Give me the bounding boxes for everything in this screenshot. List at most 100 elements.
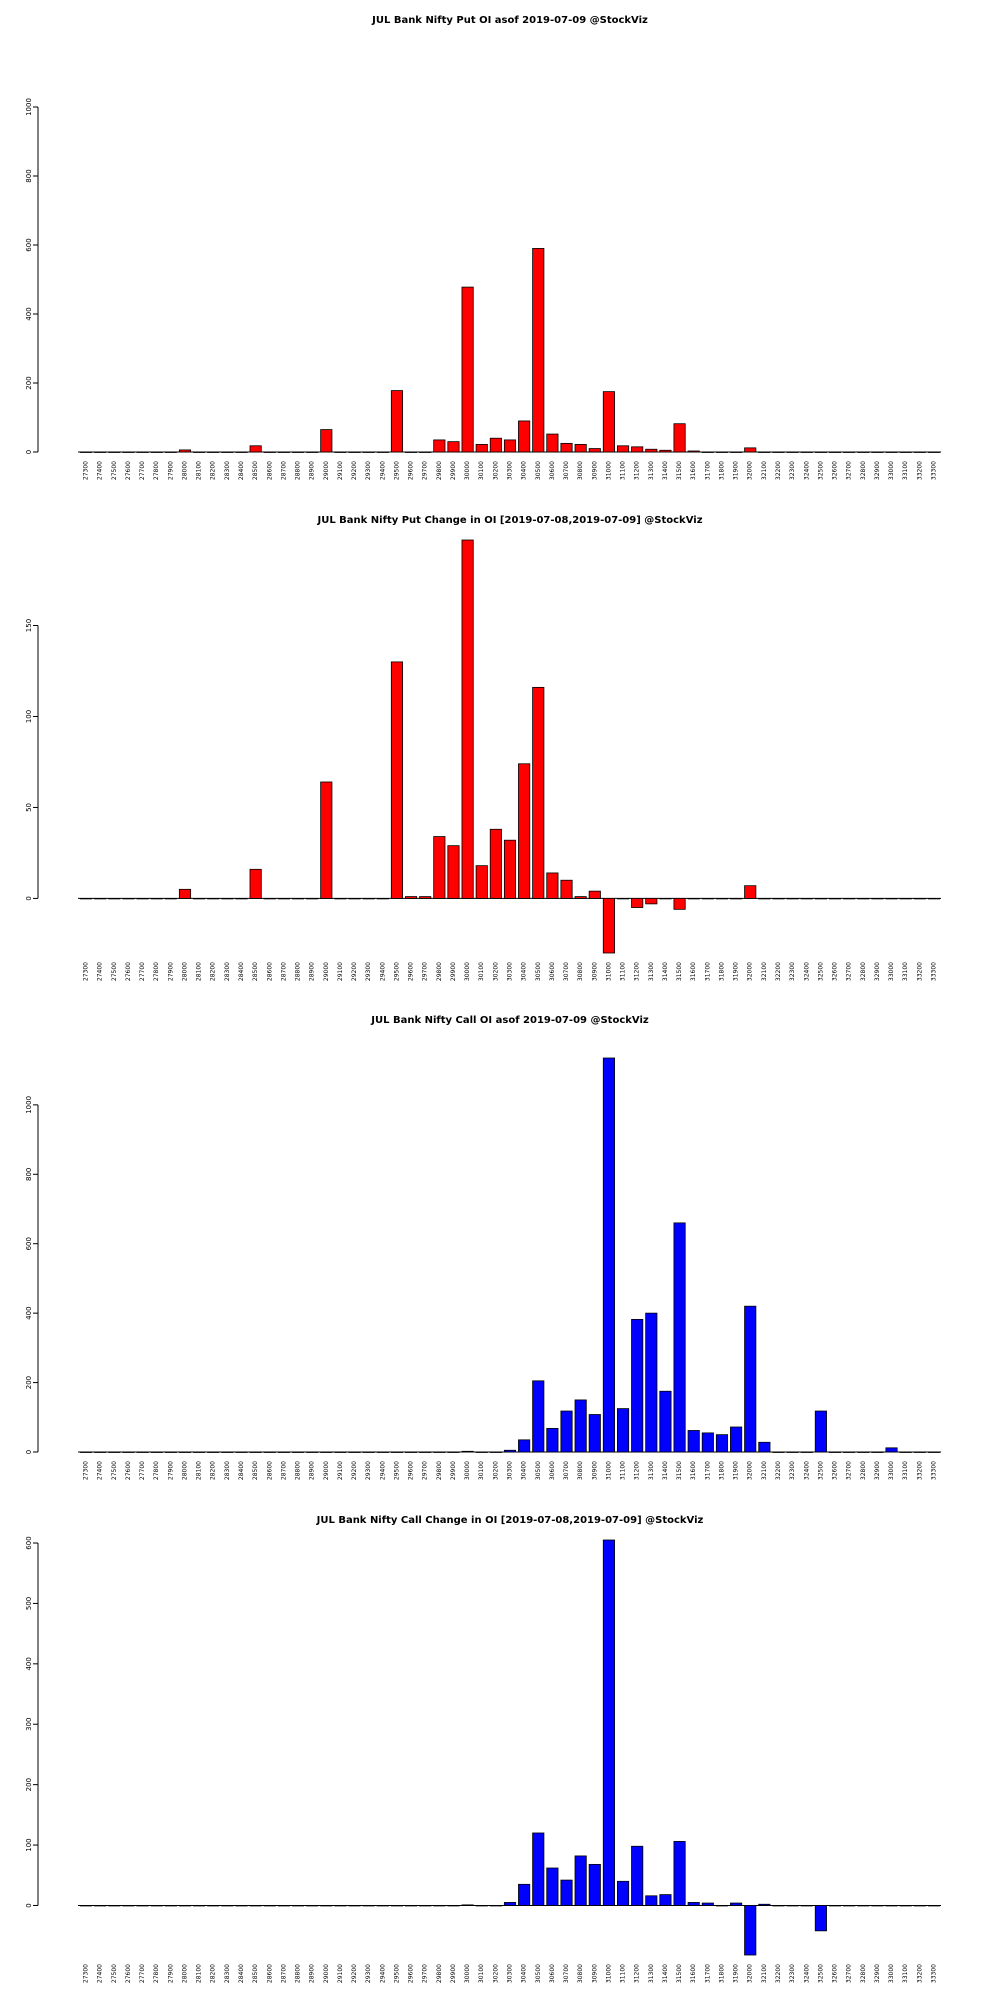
bar-33100	[899, 898, 912, 900]
bar-31700	[701, 1902, 714, 1906]
x-tick-label: 32400	[803, 962, 810, 981]
bar-30000	[461, 1904, 474, 1906]
x-tick-label: 28500	[252, 1964, 259, 1983]
x-tick-label: 30500	[535, 1461, 542, 1480]
x-tick-label: 31300	[648, 1461, 655, 1480]
x-tick-label: 27600	[125, 1461, 132, 1480]
x-tick-label: 28300	[224, 1964, 231, 1983]
x-tick-label: 27700	[139, 962, 146, 981]
bar-33200	[913, 451, 926, 453]
y-tick-label: 200	[25, 1778, 33, 1791]
x-tick-label: 32900	[874, 1964, 881, 1983]
bar-30900	[588, 1863, 601, 1906]
x-tick-label: 29500	[393, 461, 400, 480]
x-tick-label: 30900	[591, 1964, 598, 1983]
x-tick-label: 27900	[167, 962, 174, 981]
bar-29600	[405, 896, 418, 899]
bar-28200	[207, 451, 220, 453]
x-tick-label: 31600	[690, 962, 697, 981]
bar-32700	[843, 451, 856, 453]
x-tick-label: 33000	[888, 1964, 895, 1983]
x-tick-label: 28500	[252, 962, 259, 981]
bar-31000	[602, 1539, 615, 1906]
bar-28900	[306, 1451, 319, 1453]
x-tick-label: 32500	[817, 962, 824, 981]
x-tick-label: 29900	[450, 962, 457, 981]
y-tick-label: 400	[25, 1306, 33, 1319]
bar-28000	[178, 888, 192, 899]
bar-33200	[913, 1905, 926, 1907]
bar-30800	[574, 1399, 587, 1453]
bar-28100	[193, 1451, 206, 1453]
x-tick-label: 27500	[111, 962, 118, 981]
bar-33100	[899, 1451, 912, 1453]
x-tick-label: 31900	[733, 1461, 740, 1480]
bar-29700	[419, 451, 432, 453]
x-tick-label: 28800	[295, 962, 302, 981]
bar-28200	[207, 1451, 220, 1453]
x-tick-label: 30800	[577, 962, 584, 981]
bar-27600	[122, 451, 135, 453]
x-tick-label: 30100	[478, 461, 485, 480]
bar-30800	[574, 1855, 587, 1906]
bar-28000	[178, 1451, 192, 1453]
x-tick-label: 33300	[930, 1964, 937, 1983]
bar-30300	[503, 439, 517, 453]
bar-30100	[475, 1905, 488, 1907]
x-tick-label: 27400	[97, 461, 104, 480]
bar-32700	[843, 1451, 856, 1453]
call-change-oi-chart: JUL Bank Nifty Call Change in OI [2019-0…	[25, 1515, 941, 1983]
bar-32300	[786, 1451, 799, 1453]
x-tick-label: 28000	[181, 1461, 188, 1480]
x-tick-label: 29800	[436, 1964, 443, 1983]
bar-28400	[235, 1451, 248, 1453]
y-tick-label: 200	[25, 376, 33, 389]
x-tick-label: 31400	[662, 962, 669, 981]
x-tick-label: 29600	[408, 1461, 415, 1480]
x-tick-label: 28300	[224, 461, 231, 480]
x-tick-label: 27400	[97, 1461, 104, 1480]
x-tick-label: 28800	[295, 1461, 302, 1480]
x-tick-label: 31800	[718, 461, 725, 480]
bar-28500	[249, 1905, 262, 1907]
bar-28400	[235, 898, 248, 900]
x-tick-label: 28200	[210, 461, 217, 480]
x-tick-label: 28000	[181, 1964, 188, 1983]
bar-31900	[730, 451, 743, 453]
bar-27800	[150, 451, 163, 453]
bar-28900	[306, 451, 319, 453]
bar-31000	[602, 1057, 615, 1453]
bar-31600	[687, 450, 700, 453]
bar-29300	[362, 451, 375, 453]
bar-31200	[631, 898, 644, 908]
x-tick-label: 28900	[309, 1964, 316, 1983]
bar-30400	[518, 1883, 531, 1906]
bar-31900	[730, 1902, 743, 1906]
x-tick-label: 27800	[153, 1964, 160, 1983]
x-tick-label: 27500	[111, 1964, 118, 1983]
x-tick-label: 29100	[337, 1461, 344, 1480]
x-tick-label: 30500	[535, 962, 542, 981]
bar-29400	[376, 1451, 389, 1453]
y-tick-label: 400	[25, 307, 33, 320]
bar-32900	[871, 451, 884, 453]
bar-32400	[800, 451, 813, 453]
bar-33300	[927, 451, 940, 453]
x-tick-label: 29600	[408, 1964, 415, 1983]
x-tick-label: 31600	[690, 1964, 697, 1983]
x-tick-label: 30700	[563, 1461, 570, 1480]
y-tick-label: 800	[25, 1168, 33, 1181]
bar-32100	[758, 451, 771, 453]
bar-30200	[489, 437, 502, 453]
x-tick-label: 30300	[507, 962, 514, 981]
bar-29500	[390, 661, 404, 899]
bar-27500	[108, 451, 121, 453]
bar-31300	[645, 898, 658, 905]
bar-30600	[546, 1867, 559, 1906]
x-tick-label: 30800	[577, 1964, 584, 1983]
bar-27900	[164, 1905, 177, 1907]
bar-32800	[857, 1451, 870, 1453]
bar-28600	[263, 898, 276, 900]
bar-29300	[362, 1905, 375, 1907]
y-tick-label: 800	[25, 169, 33, 182]
